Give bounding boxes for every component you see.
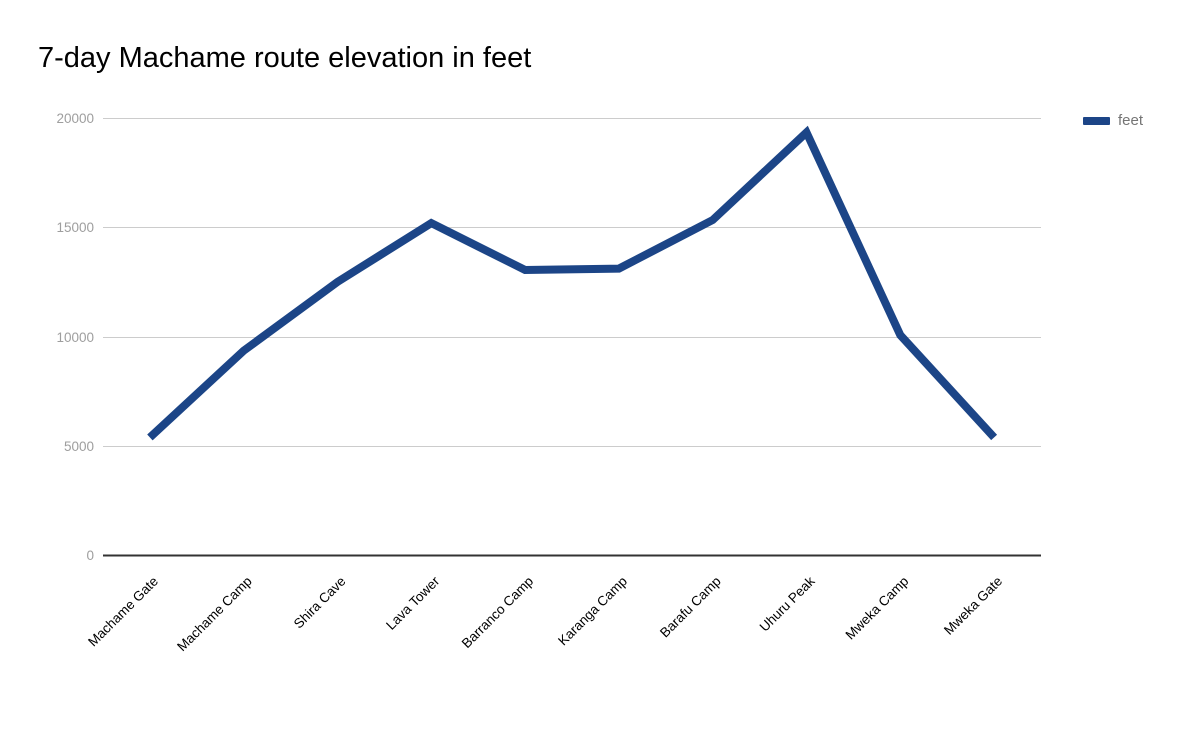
svg-text:0: 0 (86, 548, 94, 563)
svg-text:Machame Camp: Machame Camp (174, 574, 255, 655)
svg-text:Karanga Camp: Karanga Camp (555, 574, 630, 649)
svg-text:Mweka Camp: Mweka Camp (842, 574, 911, 643)
svg-text:Uhuru Peak: Uhuru Peak (757, 573, 818, 634)
svg-text:Machame Gate: Machame Gate (85, 574, 161, 650)
legend: feet (1083, 112, 1143, 129)
svg-text:15000: 15000 (56, 220, 94, 235)
svg-text:Mweka Gate: Mweka Gate (941, 574, 1005, 638)
svg-text:20000: 20000 (56, 111, 94, 126)
chart-title: 7-day Machame route elevation in feet (38, 42, 532, 74)
legend-label-feet: feet (1118, 112, 1144, 129)
svg-text:10000: 10000 (56, 330, 94, 345)
svg-text:Barranco Camp: Barranco Camp (459, 574, 536, 651)
svg-text:Lava Tower: Lava Tower (383, 573, 443, 633)
svg-text:Shira Cave: Shira Cave (291, 574, 349, 632)
svg-text:5000: 5000 (64, 439, 94, 454)
svg-text:Barafu Camp: Barafu Camp (657, 574, 724, 641)
legend-swatch-feet (1083, 116, 1110, 125)
